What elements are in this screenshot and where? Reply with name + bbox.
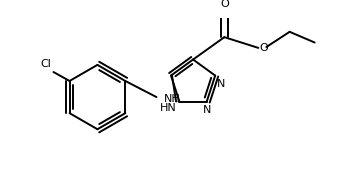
Text: O: O (220, 0, 229, 10)
Text: N: N (202, 105, 211, 115)
Text: HN: HN (160, 103, 177, 113)
Text: Cl: Cl (40, 59, 51, 69)
Text: O: O (259, 43, 268, 53)
Text: N: N (217, 79, 225, 89)
Text: NH: NH (164, 94, 180, 104)
